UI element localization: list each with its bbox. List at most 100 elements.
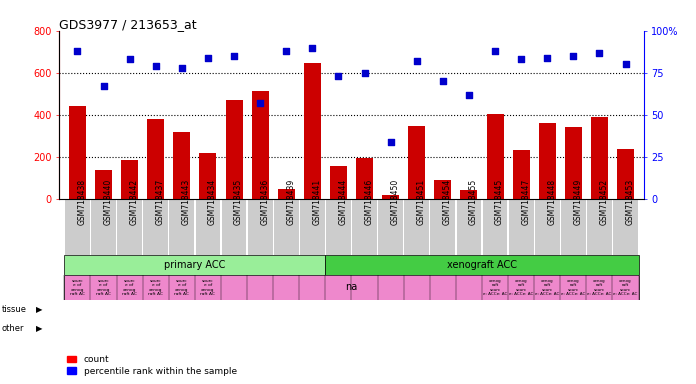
Text: primary ACC: primary ACC	[164, 260, 226, 270]
Point	[464, 91, 475, 98]
Bar	[587, 199, 612, 255]
Text: GSM718449: GSM718449	[574, 179, 583, 225]
Bar	[95, 170, 112, 199]
Text: GSM718436: GSM718436	[260, 179, 269, 225]
Bar	[196, 199, 221, 255]
Bar	[169, 199, 194, 255]
Point	[333, 73, 344, 79]
Text: sourc
e of
xenog
raft AC: sourc e of xenog raft AC	[148, 279, 163, 296]
Bar	[565, 127, 582, 199]
Text: other: other	[1, 324, 24, 333]
Bar	[226, 100, 242, 199]
Point	[72, 48, 83, 54]
Point	[568, 53, 579, 59]
Bar	[356, 158, 373, 199]
Legend: count, percentile rank within the sample: count, percentile rank within the sample	[63, 352, 240, 379]
Text: GSM718437: GSM718437	[156, 179, 165, 225]
Point	[437, 78, 448, 84]
Bar	[613, 199, 638, 255]
Text: xenog
raft
sourc
e: ACCe: AC: xenog raft sourc e: ACCe: AC	[535, 279, 560, 296]
Bar	[326, 255, 639, 275]
Bar	[173, 131, 190, 199]
Text: GDS3977 / 213653_at: GDS3977 / 213653_at	[59, 18, 197, 31]
Bar	[434, 180, 451, 199]
Point	[98, 83, 109, 89]
Text: GSM718443: GSM718443	[182, 179, 191, 225]
Bar	[487, 114, 503, 199]
Bar	[200, 152, 216, 199]
Bar	[91, 199, 116, 255]
Bar	[539, 123, 555, 199]
Text: xenog
raft
sourc
e: ACCe: AC: xenog raft sourc e: ACCe: AC	[509, 279, 533, 296]
Point	[359, 70, 370, 76]
Point	[385, 139, 396, 145]
Bar	[326, 199, 351, 255]
Point	[620, 61, 631, 67]
Text: GSM718450: GSM718450	[390, 179, 400, 225]
Point	[489, 48, 500, 54]
Text: sourc
e of
xenog
raft AC: sourc e of xenog raft AC	[96, 279, 111, 296]
Bar	[248, 199, 273, 255]
Text: na: na	[345, 282, 358, 292]
Bar	[591, 117, 608, 199]
Text: sourc
e of
xenog
raft AC: sourc e of xenog raft AC	[70, 279, 85, 296]
Text: GSM718442: GSM718442	[129, 179, 139, 225]
Bar	[274, 199, 299, 255]
Text: tissue: tissue	[1, 305, 26, 314]
Text: xenog
raft
sourc
e: ACCe: AC: xenog raft sourc e: ACCe: AC	[613, 279, 638, 296]
Point	[411, 58, 422, 64]
Text: GSM718441: GSM718441	[313, 179, 322, 225]
Point	[255, 100, 266, 106]
Text: GSM718434: GSM718434	[208, 179, 217, 225]
Bar	[65, 199, 90, 255]
Text: GSM718445: GSM718445	[495, 179, 504, 225]
Text: GSM718447: GSM718447	[521, 179, 530, 225]
Text: GSM718435: GSM718435	[234, 179, 243, 225]
Bar	[330, 166, 347, 199]
Text: GSM718454: GSM718454	[443, 179, 452, 225]
Text: xenog
raft
sourc
e: ACCe: AC: xenog raft sourc e: ACCe: AC	[483, 279, 507, 296]
Bar	[352, 199, 377, 255]
Bar	[143, 199, 168, 255]
Bar	[221, 199, 246, 255]
Point	[307, 45, 318, 51]
Bar	[69, 106, 86, 199]
Point	[541, 55, 553, 61]
Bar	[378, 199, 403, 255]
Bar	[148, 119, 164, 199]
Point	[124, 56, 135, 62]
Text: GSM718439: GSM718439	[286, 179, 295, 225]
Point	[150, 63, 161, 69]
Text: sourc
e of
xenog
raft AC: sourc e of xenog raft AC	[175, 279, 189, 296]
Text: GSM718440: GSM718440	[104, 179, 113, 225]
Bar	[121, 160, 138, 199]
Bar	[404, 199, 429, 255]
Bar	[535, 199, 560, 255]
Text: GSM718453: GSM718453	[626, 179, 635, 225]
Bar	[117, 199, 142, 255]
Point	[516, 56, 527, 62]
Point	[176, 65, 187, 71]
Bar	[513, 151, 530, 199]
Bar	[509, 199, 534, 255]
Bar	[461, 190, 477, 199]
Bar	[382, 195, 399, 199]
Text: xenog
raft
sourc
e: ACCe: AC: xenog raft sourc e: ACCe: AC	[587, 279, 612, 296]
Bar	[278, 189, 294, 199]
Text: GSM718452: GSM718452	[599, 179, 608, 225]
Bar	[65, 255, 326, 275]
Bar	[482, 199, 507, 255]
Point	[280, 48, 292, 54]
Text: GSM718446: GSM718446	[365, 179, 374, 225]
Point	[228, 53, 239, 59]
Bar	[617, 149, 634, 199]
Bar	[409, 126, 425, 199]
Text: GSM718455: GSM718455	[469, 179, 478, 225]
Text: GSM718444: GSM718444	[338, 179, 347, 225]
Bar	[252, 91, 269, 199]
Bar	[430, 199, 455, 255]
Point	[203, 55, 214, 61]
Text: xenog
raft
sourc
e: ACCe: AC: xenog raft sourc e: ACCe: AC	[561, 279, 585, 296]
Bar	[561, 199, 586, 255]
Text: sourc
e of
xenog
raft AC: sourc e of xenog raft AC	[122, 279, 137, 296]
